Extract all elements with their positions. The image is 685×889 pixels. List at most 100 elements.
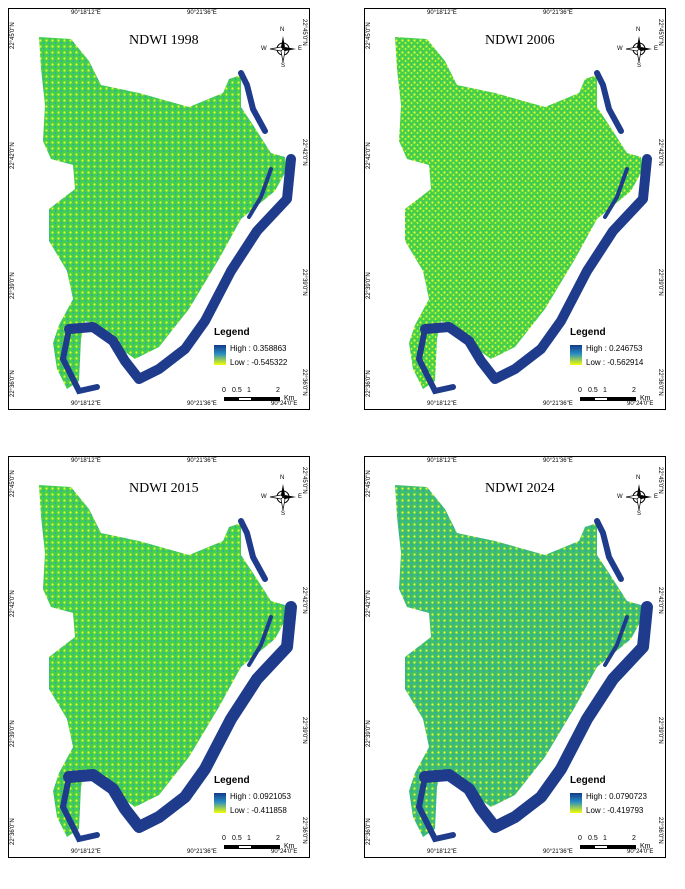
compass-e: E [654, 494, 659, 500]
north-arrow-icon: N S W E [617, 475, 659, 517]
river-inner [247, 615, 273, 667]
map-frame: NDWI 2024 N S W E Legend High : 0.079072… [364, 456, 666, 858]
coord-left-1: 22°45'0"N [10, 470, 16, 497]
coord-bottom-2: 90°21'36"E [543, 849, 573, 855]
coord-right-4: 22°36'0"N [657, 817, 663, 844]
scale-label-1: 1 [603, 835, 607, 842]
ndwi-raster-map [395, 485, 653, 843]
legend-low: Low : -0.411858 [230, 806, 287, 815]
coord-top-1: 90°18'12"E [427, 10, 457, 16]
coord-left-4: 22°36'0"N [366, 818, 372, 845]
coord-right-3: 22°39'0"N [301, 269, 307, 296]
scale-label-1: 1 [247, 387, 251, 394]
compass-n: N [280, 475, 285, 481]
river-inner [247, 167, 273, 219]
legend-title: Legend [214, 327, 250, 338]
legend-low: Low : -0.545322 [230, 358, 288, 367]
coord-bottom-3: 90°24'0"E [627, 401, 654, 407]
coord-right-2: 22°42'0"N [301, 587, 307, 614]
ndwi-map-panel-4: NDWI 2024 N S W E Legend High : 0.079072… [356, 448, 685, 858]
scale-label-0: 0 [222, 835, 226, 842]
coord-left-3: 22°39'0"N [10, 720, 16, 747]
river-left-branch [59, 326, 100, 395]
land-area [39, 485, 287, 837]
ndwi-raster-map [39, 37, 296, 395]
legend: Legend High : 0.246753 Low : -0.562914 [570, 327, 665, 367]
scale-label-0-5: 0.5 [588, 835, 598, 842]
color-ramp [214, 345, 226, 365]
north-arrow-icon: N S W E [261, 27, 303, 69]
north-arrow-icon: N S W E [261, 475, 302, 517]
scale-bar: 0 0.5 1 2 Km [222, 835, 309, 855]
scale-label-2: 2 [632, 387, 636, 394]
compass-w: W [617, 494, 623, 500]
coord-right-3: 22°39'0"N [657, 717, 663, 744]
compass-w: W [617, 46, 623, 52]
coord-bottom-1: 90°18'12"E [427, 849, 457, 855]
map-frame: NDWI 2006 N S W E Legend High : 0.246753 [364, 8, 666, 410]
ndwi-map-panel-1: NDWI 1998 N S W E Legend High : 0.358863 [0, 0, 330, 410]
coord-right-2: 22°42'0"N [301, 139, 307, 166]
coord-top-1: 90°18'12"E [71, 458, 101, 464]
coord-left-3: 22°39'0"N [366, 720, 372, 747]
scale-label-0-5: 0.5 [232, 387, 242, 394]
legend-high: High : 0.358863 [230, 344, 287, 353]
compass-n: N [636, 27, 641, 33]
scale-unit: Km [284, 843, 295, 850]
coord-left-2: 22°42'0"N [366, 590, 372, 617]
river-upper [238, 518, 268, 582]
coord-right-4: 22°36'0"N [657, 369, 663, 396]
coord-bottom-1: 90°18'12"E [427, 401, 457, 407]
coord-left-2: 22°42'0"N [366, 142, 372, 169]
coord-bottom-2: 90°21'36"E [187, 849, 217, 855]
land-area [39, 37, 287, 389]
scale-label-0-5: 0.5 [232, 835, 242, 842]
coord-right-1: 22°45'0"N [301, 467, 307, 494]
color-ramp [570, 345, 582, 365]
coord-right-3: 22°39'0"N [657, 269, 663, 296]
river-upper [238, 70, 268, 134]
coord-right-4: 22°36'0"N [301, 817, 307, 844]
river-inner [603, 167, 629, 219]
coord-bottom-1: 90°18'12"E [71, 849, 101, 855]
coord-right-1: 22°45'0"N [657, 19, 663, 46]
coord-bottom-2: 90°21'36"E [543, 401, 573, 407]
legend: Legend High : 0.0921053 Low : -0.411858 [214, 775, 309, 815]
compass-w: W [261, 46, 267, 52]
scale-bar: 0 0.5 1 2 Km [578, 387, 665, 407]
compass-w: W [261, 494, 267, 500]
scale-label-0: 0 [578, 835, 582, 842]
scale-bar: 0 0.5 1 2 Km [222, 387, 309, 407]
legend-title: Legend [570, 775, 606, 786]
coord-bottom-3: 90°24'0"E [271, 401, 298, 407]
scale-bar: 0 0.5 1 2 Km [578, 835, 665, 855]
compass-n: N [280, 27, 285, 33]
scale-label-0: 0 [222, 387, 226, 394]
coord-top-2: 90°21'36"E [543, 458, 573, 464]
coord-left-3: 22°39'0"N [366, 272, 372, 299]
ndwi-map-panel-3: NDWI 2015 N S W E Legend High : 0.092105… [0, 448, 330, 858]
scale-unit: Km [640, 843, 651, 850]
river-main [63, 601, 297, 833]
compass-n: N [636, 475, 641, 481]
river-left-branch [415, 774, 456, 843]
legend-low: Low : -0.419793 [586, 806, 644, 815]
coord-top-1: 90°18'12"E [71, 10, 101, 16]
legend: Legend High : 0.0790723 Low : -0.419793 [570, 775, 665, 815]
compass-s: S [637, 511, 642, 517]
coord-top-1: 90°18'12"E [427, 458, 457, 464]
coord-top-2: 90°21'36"E [187, 10, 217, 16]
legend-high: High : 0.0790723 [586, 792, 647, 801]
coord-top-2: 90°21'36"E [543, 10, 573, 16]
legend-title: Legend [214, 775, 250, 786]
land-area [395, 37, 643, 389]
coord-right-1: 22°45'0"N [657, 467, 663, 494]
river-left-branch [59, 774, 100, 843]
coord-left-1: 22°45'0"N [366, 22, 372, 49]
river-main [64, 154, 296, 384]
color-ramp [570, 793, 582, 813]
coord-left-2: 22°42'0"N [10, 590, 16, 617]
compass-e: E [298, 46, 303, 52]
scale-unit: Km [284, 395, 295, 402]
map-frame: NDWI 2015 N S W E Legend High : 0.092105… [8, 456, 310, 858]
